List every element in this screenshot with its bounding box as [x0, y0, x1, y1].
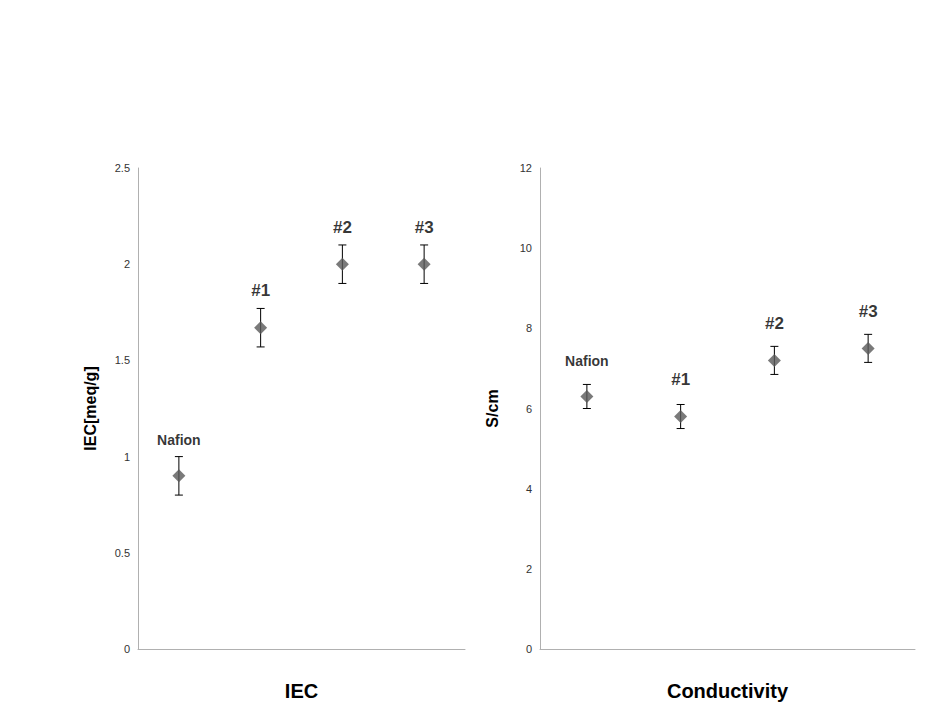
svg-text:Nafion: Nafion: [157, 432, 201, 448]
svg-text:IEC[meq/g]: IEC[meq/g]: [82, 366, 99, 450]
svg-text:2: 2: [526, 563, 532, 575]
svg-text:8: 8: [526, 322, 532, 334]
svg-text:#2: #2: [333, 218, 352, 237]
svg-text:1: 1: [124, 451, 130, 463]
svg-text:#2: #2: [765, 314, 784, 333]
svg-text:2.5: 2.5: [115, 162, 130, 174]
svg-text:4: 4: [526, 483, 532, 495]
svg-text:#3: #3: [859, 302, 878, 321]
svg-text:0: 0: [124, 643, 130, 655]
svg-text:0: 0: [526, 643, 532, 655]
svg-text:6: 6: [526, 403, 532, 415]
svg-text:IEC: IEC: [285, 680, 318, 702]
svg-text:2: 2: [124, 258, 130, 270]
svg-text:#1: #1: [671, 370, 690, 389]
svg-text:#1: #1: [251, 281, 270, 300]
svg-text:#3: #3: [415, 218, 434, 237]
svg-text:0.5: 0.5: [115, 547, 130, 559]
svg-text:S/cm: S/cm: [484, 389, 501, 427]
svg-text:Conductivity: Conductivity: [667, 680, 789, 702]
svg-text:1.5: 1.5: [115, 354, 130, 366]
svg-text:Nafion: Nafion: [565, 353, 609, 369]
svg-text:10: 10: [520, 242, 532, 254]
svg-text:12: 12: [520, 162, 532, 174]
